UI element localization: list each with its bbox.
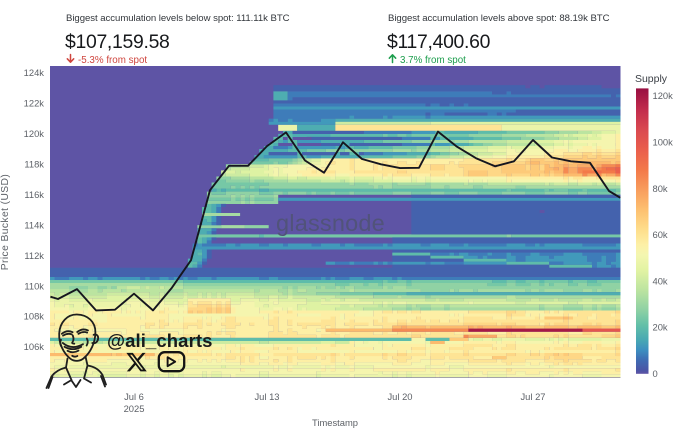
svg-text:@ali_charts: @ali_charts [107, 330, 213, 351]
svg-text:110k: 110k [24, 280, 44, 291]
svg-text:Jul 13: Jul 13 [254, 391, 279, 402]
svg-text:Jul 6: Jul 6 [124, 391, 144, 402]
svg-text:122k: 122k [24, 98, 45, 109]
svg-text:0: 0 [653, 368, 658, 379]
svg-text:124k: 124k [24, 67, 45, 78]
svg-text:120k: 120k [653, 90, 674, 101]
svg-text:116k: 116k [24, 189, 44, 200]
svg-text:112k: 112k [24, 250, 44, 261]
svg-text:$107,159.58: $107,159.58 [65, 31, 170, 53]
svg-text:Supply: Supply [635, 73, 668, 85]
svg-text:114k: 114k [24, 219, 44, 230]
svg-text:$117,400.60: $117,400.60 [387, 31, 491, 53]
svg-text:3.7% from spot: 3.7% from spot [400, 55, 466, 66]
svg-text:2025: 2025 [124, 403, 145, 414]
svg-text:100k: 100k [653, 137, 674, 148]
svg-text:106k: 106k [24, 341, 45, 352]
svg-text:118k: 118k [24, 159, 44, 170]
svg-text:120k: 120k [24, 128, 45, 139]
svg-text:Price Bucket (USD): Price Bucket (USD) [0, 174, 11, 270]
svg-text:Jul 20: Jul 20 [387, 391, 412, 402]
svg-text:Jul 27: Jul 27 [520, 391, 545, 402]
svg-text:108k: 108k [24, 311, 45, 322]
svg-text:80k: 80k [653, 183, 668, 194]
svg-text:20k: 20k [653, 322, 668, 333]
svg-text:glassnode: glassnode [276, 210, 385, 236]
svg-text:Biggest accumulation levels ab: Biggest accumulation levels above spot: … [388, 13, 610, 24]
svg-text:40k: 40k [653, 275, 668, 286]
svg-text:60k: 60k [653, 229, 668, 240]
svg-text:Biggest accumulation levels be: Biggest accumulation levels below spot: … [66, 13, 290, 24]
svg-text:Timestamp: Timestamp [312, 417, 358, 428]
svg-text:-5.3% from spot: -5.3% from spot [78, 55, 147, 66]
